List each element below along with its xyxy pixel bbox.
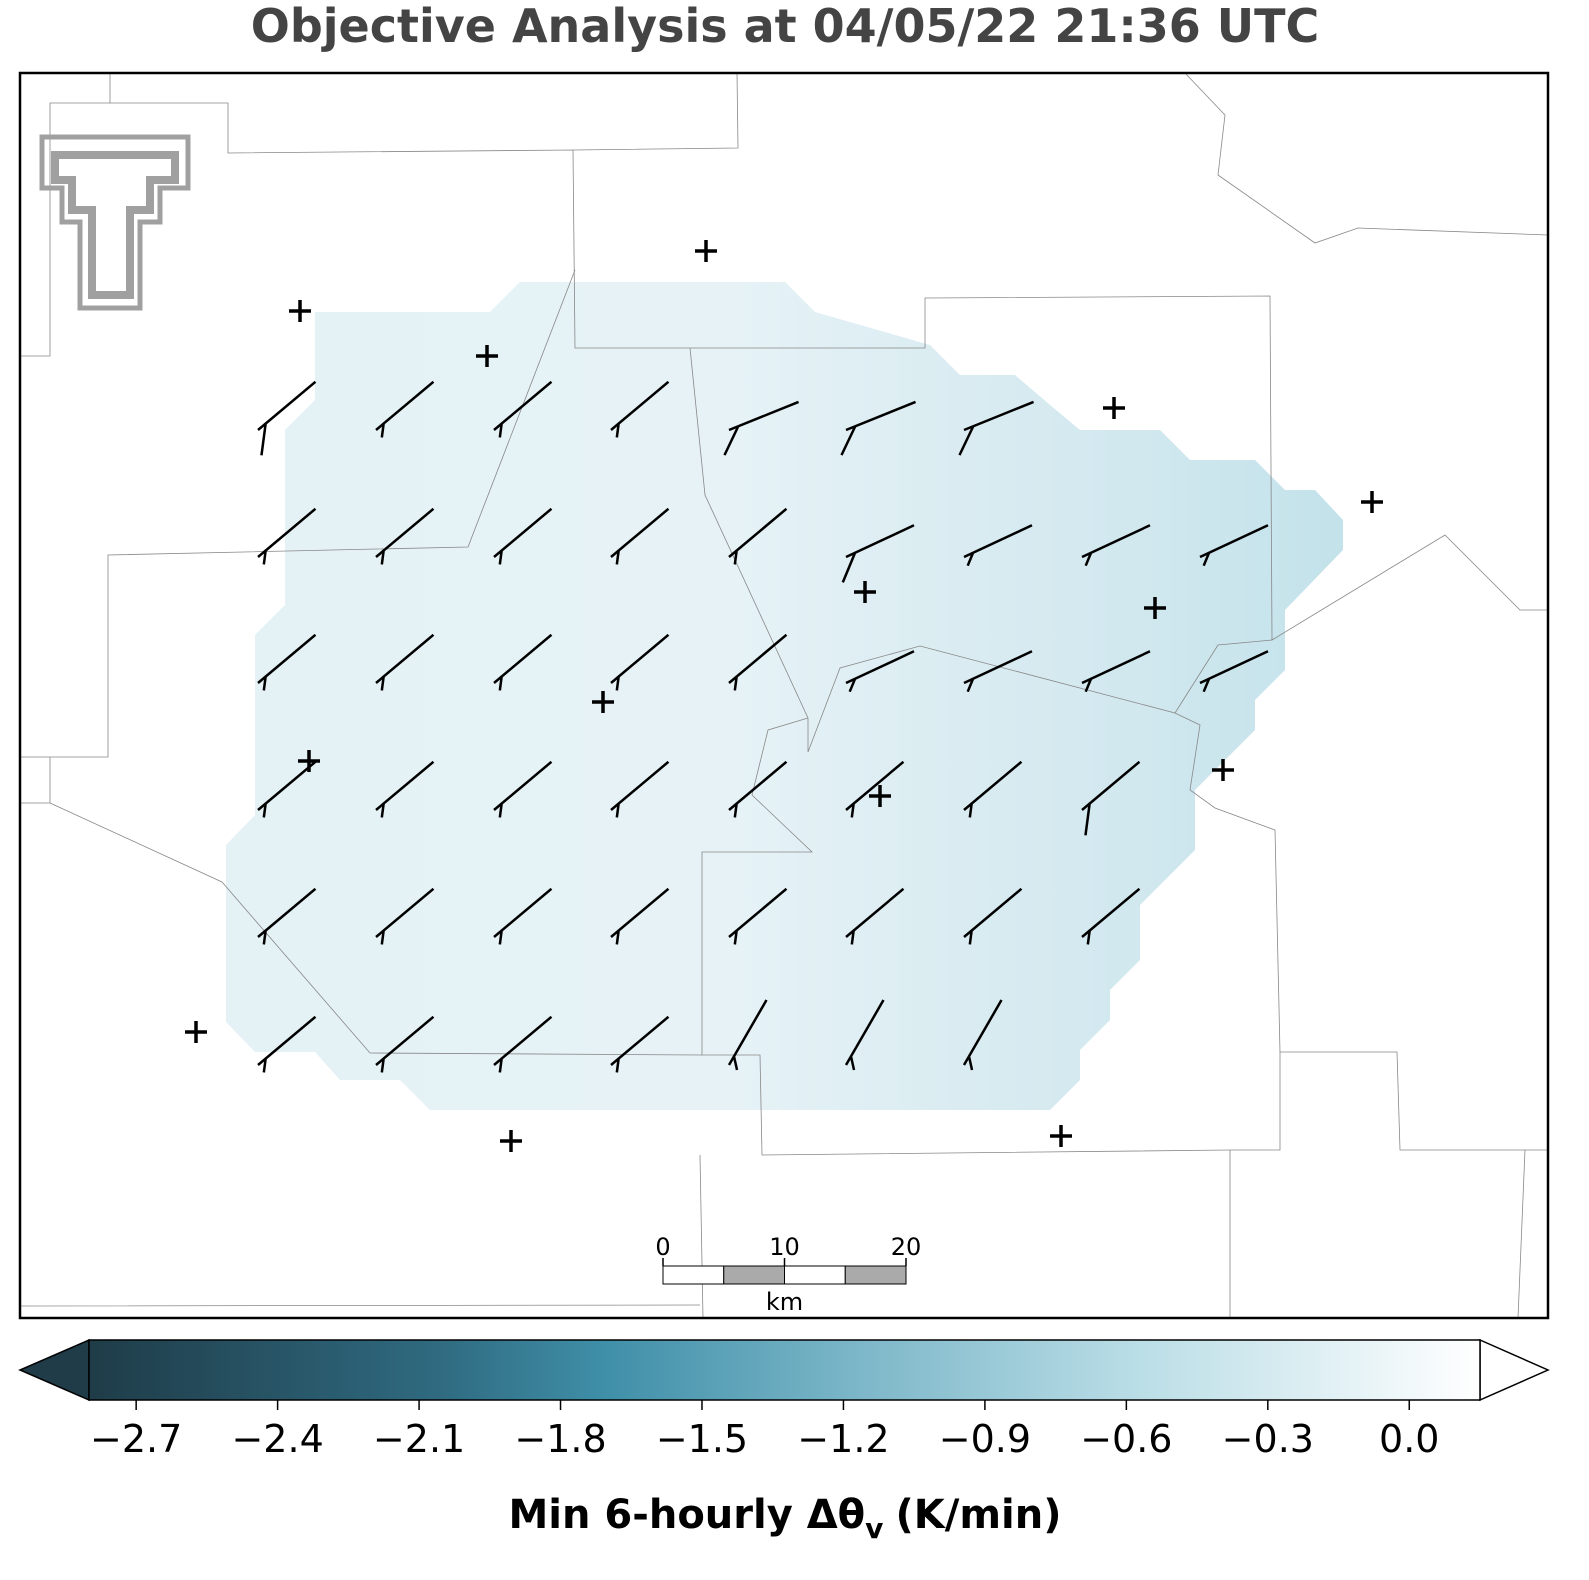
wind-barb — [610, 380, 670, 438]
scale-bar: 0 10 20 km — [655, 1233, 921, 1316]
wind-barb — [1081, 650, 1151, 693]
wind-barb — [1081, 887, 1141, 945]
station — [695, 240, 717, 262]
scale-label: 20 — [891, 1233, 922, 1261]
colorbar-label: Min 6-hourly Δθv (K/min) — [509, 1492, 1062, 1545]
label-main: Min 6-hourly Δθ — [509, 1492, 866, 1538]
wind-barb — [728, 633, 788, 691]
wind-barb — [845, 760, 905, 818]
station — [298, 750, 320, 772]
wind-barb — [493, 633, 553, 691]
wind-barb — [257, 760, 317, 818]
wind-barbs — [257, 380, 1269, 1073]
colorbar: −2.7 −2.4 −2.1 −1.8 −1.5 −1.2 −0.9 −0.6 −0.3 0.0 — [18, 1338, 1550, 1461]
wind-barb — [845, 650, 915, 693]
wind-barb — [963, 887, 1023, 945]
label-unit: (K/min) — [895, 1492, 1061, 1538]
wind-barb — [728, 760, 788, 818]
wind-barb — [728, 887, 788, 945]
colorbar-tick-label: −1.5 — [656, 1417, 748, 1461]
scale-unit: km — [766, 1288, 803, 1316]
wind-barb — [728, 507, 788, 565]
wind-barb — [493, 1015, 553, 1073]
station — [476, 345, 498, 367]
colorbar-tick-label: −0.9 — [939, 1417, 1031, 1461]
station — [185, 1021, 207, 1043]
ttu-logo — [39, 134, 191, 311]
station — [1361, 491, 1383, 513]
colorbar-tick-label: 0.0 — [1379, 1417, 1439, 1461]
county-lines — [19, 72, 1549, 1319]
wind-barb — [1199, 650, 1269, 693]
colorbar-tick-label: −1.8 — [514, 1417, 606, 1461]
colorbar-tick-label: −0.6 — [1080, 1417, 1172, 1461]
scale-label: 10 — [769, 1233, 800, 1261]
wind-barb — [610, 507, 670, 565]
station — [289, 300, 311, 322]
colorbar-tick-label: −0.3 — [1222, 1417, 1314, 1461]
wind-barb — [844, 999, 885, 1071]
label-subscript: v — [865, 1512, 883, 1545]
wind-barb — [493, 380, 553, 438]
colorbar-tick-label: −2.7 — [90, 1417, 182, 1461]
station — [854, 581, 876, 603]
scale-segment — [784, 1265, 846, 1285]
wind-barb — [840, 400, 917, 456]
wind-barb — [257, 1015, 317, 1073]
wind-barb — [727, 999, 768, 1071]
wind-barb — [375, 1015, 435, 1073]
colorbar-tick-label: −2.1 — [373, 1417, 465, 1461]
wind-barb — [257, 633, 317, 691]
station — [869, 785, 891, 807]
analysis-field — [226, 282, 1343, 1110]
map — [18, 71, 1550, 1320]
map-frame — [18, 71, 1550, 1320]
wind-barb — [958, 400, 1035, 456]
colorbar-tick-label: −1.2 — [797, 1417, 889, 1461]
wind-barb — [493, 887, 553, 945]
wind-barb — [375, 887, 435, 945]
scale-segment — [844, 1265, 907, 1285]
wind-barb — [845, 887, 905, 945]
station — [592, 691, 614, 713]
wind-barb — [841, 524, 915, 583]
wind-barb — [963, 760, 1023, 818]
colorbar-ramp — [88, 1339, 1481, 1401]
wind-barb — [723, 400, 800, 456]
wind-barb — [375, 760, 435, 818]
wind-barb — [610, 1015, 670, 1073]
scale-segment — [723, 1265, 785, 1285]
colorbar-extend-high — [1479, 1338, 1550, 1402]
colorbar-extend-low — [18, 1338, 90, 1402]
wind-barb — [610, 760, 670, 818]
station — [1050, 1125, 1072, 1147]
title: Objective Analysis at 04/05/22 21:36 UTC — [251, 0, 1320, 53]
wind-barb — [375, 380, 435, 438]
station — [1212, 759, 1234, 781]
wind-barb — [962, 999, 1003, 1071]
wind-barb — [963, 650, 1033, 693]
wind-barb — [1081, 760, 1141, 836]
wind-barb — [1199, 524, 1269, 567]
wind-barb — [610, 887, 670, 945]
wind-barb — [493, 760, 553, 818]
scale-segment — [662, 1265, 725, 1285]
wind-barb — [257, 507, 317, 565]
wind-barb — [375, 633, 435, 691]
colorbar-tick-label: −2.4 — [231, 1417, 323, 1461]
wind-barb — [610, 633, 670, 691]
station — [500, 1130, 522, 1152]
station — [1144, 597, 1166, 619]
wind-barb — [963, 524, 1033, 567]
wind-barb — [257, 887, 317, 945]
wind-barb — [257, 380, 317, 456]
scale-label: 0 — [655, 1233, 670, 1261]
wind-barb — [375, 507, 435, 565]
station — [1103, 397, 1125, 419]
wind-barb — [493, 507, 553, 565]
wind-barb — [1081, 524, 1151, 567]
station-markers — [185, 240, 1383, 1152]
